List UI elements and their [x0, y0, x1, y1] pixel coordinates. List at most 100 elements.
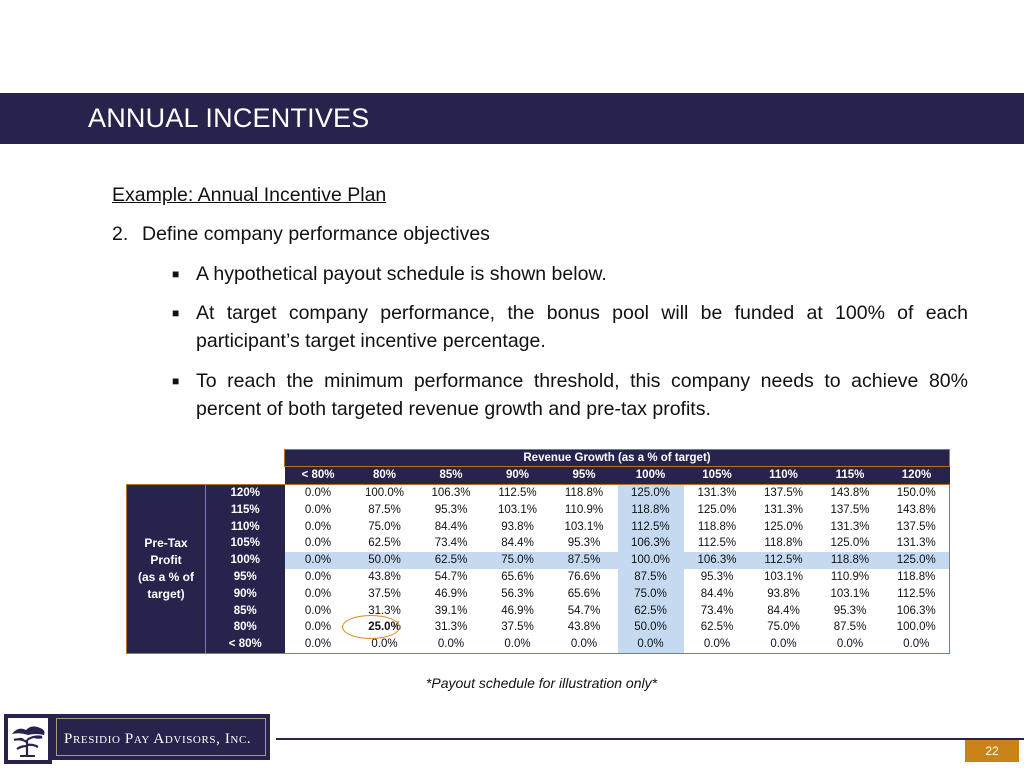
- table-cell: 84.4%: [767, 604, 800, 617]
- table-cell: 0.0%: [484, 635, 551, 654]
- table-cell: 131.3%: [883, 534, 950, 552]
- row-header: 110%: [205, 518, 285, 535]
- table-cell: 118.8%: [764, 537, 803, 550]
- table-cell: 100.0%: [617, 551, 684, 569]
- table-cell: 73.4%: [700, 604, 734, 617]
- table-cell: 125.0%: [697, 503, 737, 516]
- table-cell: 93.8%: [501, 520, 534, 533]
- table-cell: 31.3%: [368, 604, 401, 617]
- column-header: 95%: [550, 466, 618, 485]
- highlight-circle: [341, 614, 400, 639]
- table-cell: 37.5%: [501, 621, 534, 634]
- table-cell: 0.0%: [304, 604, 332, 617]
- table-cell: 118.8%: [550, 483, 618, 502]
- table-cell: 103.1%: [830, 587, 870, 600]
- blank-cell: [127, 466, 285, 484]
- step-item: 2. Define company performance objectives: [112, 220, 490, 248]
- table-cell: 87.5%: [617, 568, 684, 586]
- table-cell: 65.6%: [501, 570, 534, 583]
- table-cell: 110.9%: [564, 503, 604, 516]
- table-cell: 95.3%: [833, 604, 867, 617]
- table-cell: 87.5%: [368, 503, 401, 516]
- column-header: 105%: [683, 466, 751, 485]
- table-cell: 84.4%: [501, 537, 534, 550]
- column-header: 120%: [883, 466, 950, 485]
- table-cell: 62.5%: [617, 602, 684, 619]
- table-cell: 137.5%: [883, 518, 950, 535]
- column-header: 80%: [351, 466, 418, 485]
- tree-logo-icon: [4, 714, 52, 764]
- column-header: 115%: [816, 466, 884, 485]
- table-cell: 118.8%: [697, 520, 737, 533]
- table-cell: 137.5%: [750, 483, 817, 502]
- row-header: < 80%: [205, 635, 285, 654]
- table-cell: 54.7%: [434, 570, 468, 583]
- table-cell: 118.8%: [617, 501, 684, 519]
- table-cell: 0.0%: [304, 503, 332, 516]
- footnote: *Payout schedule for illustration only*: [425, 675, 658, 691]
- table-cell: 112.5%: [750, 551, 817, 569]
- table-cell: 56.3%: [501, 587, 534, 600]
- table-cell: 112.5%: [484, 483, 551, 502]
- row-header: 95%: [205, 568, 285, 586]
- table-cell: 84.4%: [700, 587, 734, 600]
- column-header: 90%: [484, 466, 551, 485]
- table-cell: 131.3%: [763, 503, 803, 516]
- table-cell: 0.0%: [304, 520, 332, 533]
- blank-cell: [127, 450, 285, 467]
- table-row: 80% 0.0% 25.0% 31.3% 37.5% 43.8% 50.0% 62.5% 75.…: [127, 614, 950, 639]
- payout-schedule-table: Revenue Growth (as a % of target) < 80% 80…: [126, 449, 950, 654]
- row-group-header: Pre-Tax Profit (as a % of target): [126, 483, 206, 654]
- table-cell: 84.4%: [434, 520, 468, 533]
- table-cell: 112.5%: [697, 537, 737, 550]
- company-name: Presidio Pay Advisors, Inc.: [64, 731, 252, 747]
- table-cell: 100.0%: [883, 618, 950, 636]
- table-cell: 0.0%: [284, 635, 352, 654]
- column-header: 85%: [417, 466, 485, 485]
- table-cell: 125.0%: [830, 537, 870, 550]
- table-cell: 75.0%: [484, 551, 551, 569]
- table-cell: 0.0%: [883, 635, 950, 654]
- column-header: 100%: [617, 466, 684, 485]
- table-cell: 100.0%: [351, 483, 418, 502]
- table-row: 95% 0.0% 43.8% 54.7% 65.6% 76.6% 87.5% 95.3% 103…: [127, 568, 950, 586]
- table-cell: 0.0%: [816, 635, 884, 654]
- column-group-header: Revenue Growth (as a % of target): [284, 449, 950, 467]
- bullet-item: ■ To reach the minimum performance thres…: [172, 367, 968, 423]
- table-cell: 46.9%: [501, 604, 534, 617]
- table-header-row: Revenue Growth (as a % of target): [127, 449, 950, 467]
- table-cell: 39.1%: [434, 604, 468, 617]
- page-number: 22: [965, 740, 1019, 762]
- table-row: 110% 0.0% 75.0% 84.4% 93.8% 103.1% 112.5% 118.8…: [127, 518, 950, 535]
- table-cell: 0.0%: [351, 635, 418, 654]
- brand-frame: [56, 718, 266, 756]
- square-bullet-icon: ■: [172, 267, 180, 281]
- table-row: 100% 0.0% 50.0% 62.5% 75.0% 87.5% 100.0% 106.3%…: [127, 551, 950, 569]
- row-header: 80%: [205, 618, 285, 636]
- row-header: 120%: [205, 483, 285, 502]
- column-header: 110%: [750, 466, 817, 485]
- square-bullet-icon: ■: [172, 374, 180, 388]
- title-bar: [0, 93, 1024, 144]
- row-header: 115%: [205, 501, 285, 519]
- table-row: 105% 0.0% 62.5% 73.4% 84.4% 95.3% 106.3% 112.5%…: [127, 534, 950, 552]
- table-cell: 143.8%: [816, 483, 884, 502]
- row-header: 105%: [205, 534, 285, 552]
- square-bullet-icon: ■: [172, 306, 180, 320]
- slide-title: ANNUAL INCENTIVES: [88, 103, 370, 133]
- table-cell: 62.5%: [417, 551, 485, 569]
- row-header: 90%: [205, 585, 285, 603]
- table-cell: 106.3%: [617, 534, 684, 552]
- table-cell: 125.0%: [763, 520, 803, 533]
- table-cell: 110.9%: [830, 570, 870, 583]
- table-cell: 131.3%: [830, 520, 870, 533]
- bullet-text: At target company performance, the bonus…: [196, 302, 968, 352]
- table-cell: 0.0%: [304, 621, 332, 634]
- table-cell: 131.3%: [683, 483, 751, 502]
- table-cell: 87.5%: [550, 551, 618, 569]
- table-cell: 46.9%: [434, 587, 468, 600]
- table-cell: 0.0%: [550, 635, 618, 654]
- table-cell: 65.6%: [567, 587, 601, 600]
- table-cell: 112.5%: [883, 585, 950, 603]
- table-row: 115% 0.0% 87.5% 95.3% 103.1% 110.9% 118.8% 125.…: [127, 501, 950, 519]
